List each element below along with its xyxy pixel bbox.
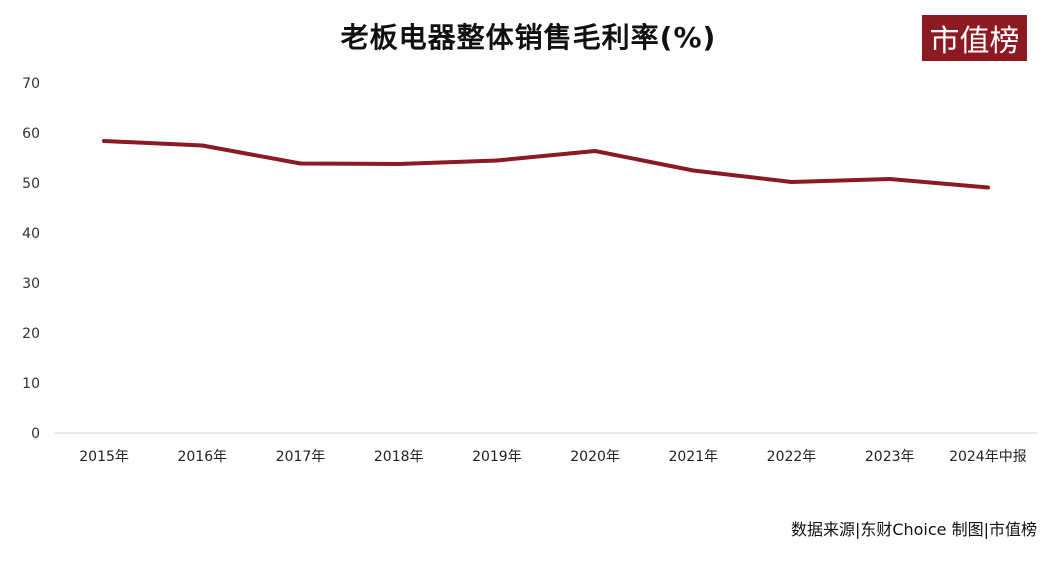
x-tick-label: 2017年 — [276, 449, 326, 465]
x-axis: 2015年 2016年 2017年 2018年 2019年 2020年 2021年 2022年… — [79, 449, 1026, 465]
series-group — [102, 139, 990, 190]
x-tick-label: 2023年 — [865, 449, 915, 465]
y-tick-label: 50 — [22, 176, 40, 192]
y-tick-label: 0 — [31, 426, 40, 442]
y-tick-label: 60 — [22, 126, 40, 142]
y-tick-label: 40 — [22, 226, 40, 242]
y-tick-label: 30 — [22, 276, 40, 292]
data-point — [298, 161, 303, 166]
x-tick-label: 2019年 — [472, 449, 522, 465]
brand-logo: 市值榜 — [922, 15, 1027, 61]
x-tick-label: 2016年 — [177, 449, 227, 465]
data-point — [102, 139, 107, 143]
data-point — [789, 180, 794, 184]
y-tick-label: 70 — [22, 76, 40, 92]
y-tick-label: 20 — [22, 326, 40, 342]
data-point — [200, 143, 205, 148]
x-tick-label: 2022年 — [767, 449, 817, 465]
data-point — [985, 185, 990, 190]
x-tick-label: 2020年 — [570, 449, 620, 465]
y-tick-label: 10 — [22, 376, 40, 392]
chart-title: 老板电器整体销售毛利率(%) — [340, 21, 717, 54]
data-source-note: 数据来源|东财Choice 制图|市值榜 — [790, 520, 1037, 539]
x-tick-label: 2015年 — [79, 449, 129, 465]
y-axis: 0 10 20 30 40 50 60 70 — [22, 76, 40, 442]
x-tick-label: 2018年 — [374, 449, 424, 465]
x-tick-label: 2021年 — [668, 449, 718, 465]
x-tick-label: 2024年中报 — [949, 449, 1027, 465]
data-point — [396, 162, 401, 166]
data-point — [494, 158, 499, 163]
data-point — [691, 168, 696, 173]
data-point — [593, 149, 598, 153]
series-line — [102, 139, 990, 190]
data-point — [887, 177, 892, 181]
